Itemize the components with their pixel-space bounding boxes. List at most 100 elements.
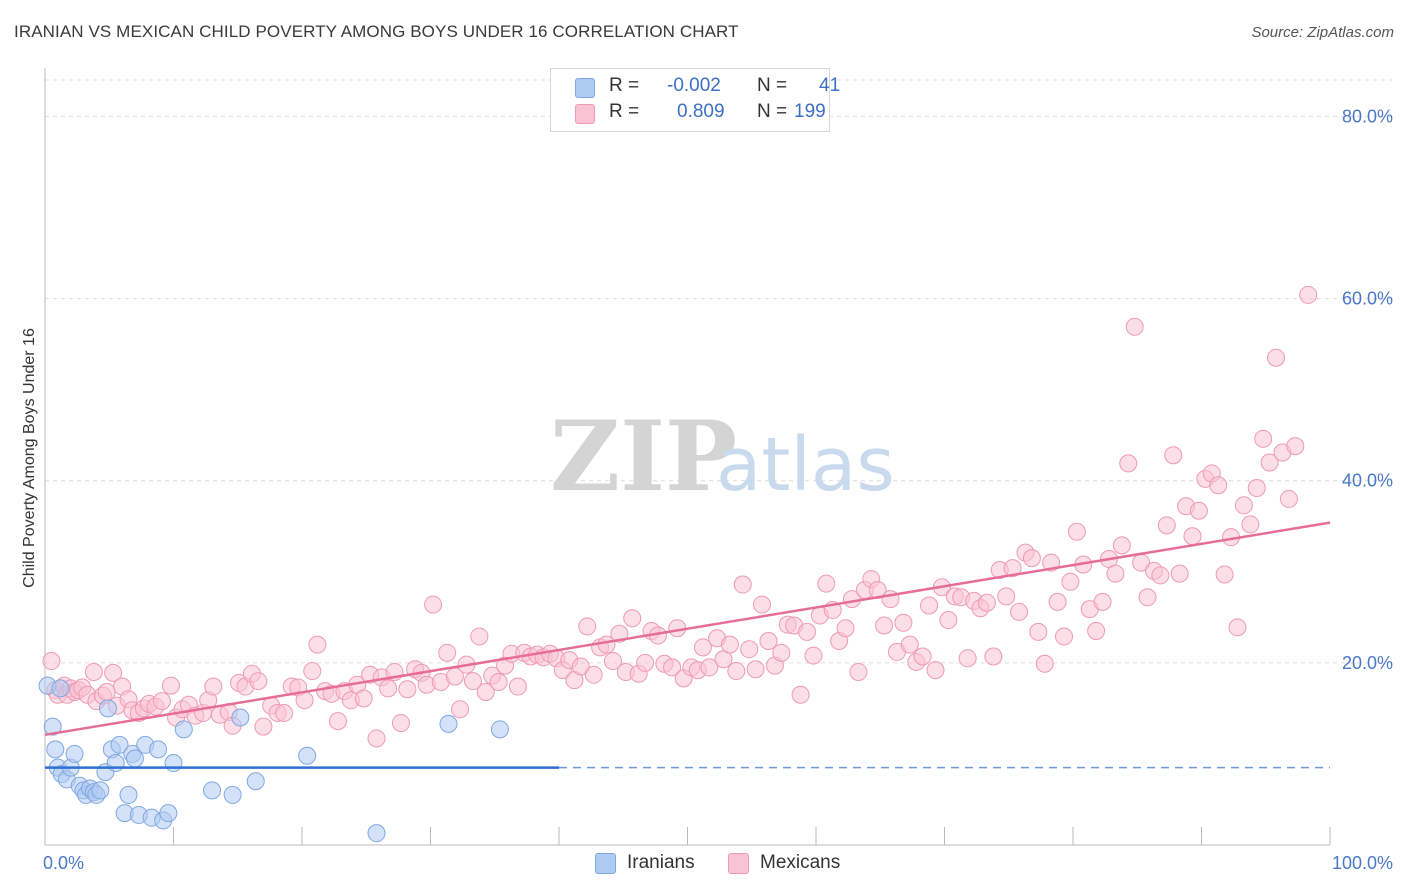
data-point-mexicans bbox=[1106, 564, 1125, 583]
legend-swatch-iranians bbox=[575, 78, 595, 98]
data-point-mexicans bbox=[1138, 588, 1157, 607]
data-point-mexicans bbox=[1286, 437, 1305, 456]
data-point-mexicans bbox=[746, 660, 765, 679]
data-point-mexicans bbox=[939, 611, 958, 630]
legend-swatch-iranians bbox=[595, 853, 616, 874]
data-point-iranians bbox=[223, 785, 242, 804]
data-point-iranians bbox=[367, 824, 386, 843]
data-point-mexicans bbox=[398, 680, 417, 699]
data-point-mexicans bbox=[1093, 592, 1112, 611]
data-point-mexicans bbox=[913, 647, 932, 666]
data-point-mexicans bbox=[152, 692, 171, 711]
data-point-mexicans bbox=[1048, 592, 1067, 611]
data-point-iranians bbox=[203, 781, 222, 800]
legend-r-value: -0.002 bbox=[667, 75, 721, 96]
legend-n-value: 199 bbox=[794, 101, 826, 122]
data-point-mexicans bbox=[1299, 285, 1318, 304]
data-point-mexicans bbox=[663, 658, 682, 677]
data-point-iranians bbox=[246, 772, 265, 791]
data-point-mexicans bbox=[1260, 453, 1279, 472]
data-point-mexicans bbox=[470, 627, 489, 646]
data-point-iranians bbox=[98, 699, 117, 718]
data-point-mexicans bbox=[958, 649, 977, 668]
data-point-mexicans bbox=[1061, 572, 1080, 591]
legend-label-mexicans: Mexicans bbox=[760, 852, 841, 873]
data-point-iranians bbox=[164, 754, 183, 773]
data-point-mexicans bbox=[1267, 348, 1286, 367]
data-point-mexicans bbox=[379, 679, 398, 698]
data-point-mexicans bbox=[161, 676, 180, 695]
data-point-mexicans bbox=[508, 677, 527, 696]
data-point-iranians bbox=[231, 708, 250, 727]
correlation-legend: R = -0.002 N = 41 R = 0.809 N = 199 bbox=[550, 68, 840, 132]
data-point-mexicans bbox=[849, 662, 868, 681]
legend-swatch-mexicans bbox=[575, 104, 595, 124]
data-point-mexicans bbox=[1228, 618, 1247, 637]
data-point-mexicans bbox=[1247, 479, 1266, 497]
data-point-mexicans bbox=[926, 661, 945, 680]
data-point-mexicans bbox=[391, 713, 410, 732]
data-point-mexicans bbox=[636, 653, 655, 672]
data-point-iranians bbox=[106, 754, 125, 773]
data-point-mexicans bbox=[1125, 317, 1144, 336]
data-point-iranians bbox=[110, 735, 129, 754]
data-point-mexicans bbox=[804, 646, 823, 665]
tick-labels: 20.0% 40.0% 60.0% 80.0% 0.0% 100.0% bbox=[43, 106, 1393, 873]
data-point-mexicans bbox=[1183, 527, 1202, 546]
data-point-mexicans bbox=[1119, 454, 1138, 473]
y-axis-title: Child Poverty Among Boys Under 16 bbox=[21, 328, 38, 588]
data-point-mexicans bbox=[920, 596, 939, 615]
chart-title: IRANIAN VS MEXICAN CHILD POVERTY AMONG B… bbox=[14, 22, 739, 41]
data-point-mexicans bbox=[1055, 627, 1074, 646]
data-point-mexicans bbox=[1157, 516, 1176, 535]
data-point-mexicans bbox=[997, 587, 1016, 606]
data-point-mexicans bbox=[727, 662, 746, 681]
data-point-mexicans bbox=[610, 624, 629, 643]
data-point-mexicans bbox=[1279, 489, 1298, 508]
y-tick-label: 40.0% bbox=[1342, 471, 1393, 491]
data-point-mexicans bbox=[759, 632, 778, 650]
data-point-mexicans bbox=[894, 613, 913, 632]
data-point-mexicans bbox=[254, 717, 273, 736]
data-point-iranians bbox=[490, 720, 509, 739]
data-point-mexicans bbox=[984, 647, 1003, 666]
legend-r-label: R = bbox=[609, 101, 640, 122]
legend-r-label: R = bbox=[609, 75, 640, 96]
legend-label-iranians: Iranians bbox=[627, 852, 695, 873]
data-point-mexicans bbox=[584, 665, 603, 684]
watermark: ZIP atlas bbox=[550, 400, 895, 513]
legend-n-value: 41 bbox=[819, 75, 841, 96]
axes bbox=[44, 68, 1331, 846]
watermark-zip: ZIP bbox=[550, 400, 737, 513]
data-point-mexicans bbox=[303, 662, 322, 681]
data-point-iranians bbox=[298, 746, 317, 765]
data-point-mexicans bbox=[875, 616, 894, 635]
data-point-iranians bbox=[91, 781, 110, 800]
trend-line-mexicans bbox=[44, 521, 1331, 737]
data-point-mexicans bbox=[817, 574, 836, 593]
data-point-mexicans bbox=[275, 703, 294, 722]
data-point-mexicans bbox=[84, 662, 103, 681]
data-point-mexicans bbox=[354, 689, 373, 708]
data-point-mexicans bbox=[772, 643, 791, 662]
x-tick-label: 100.0% bbox=[1332, 853, 1393, 873]
data-point-iranians bbox=[119, 785, 138, 804]
data-point-mexicans bbox=[476, 683, 495, 701]
data-point-mexicans bbox=[1215, 565, 1234, 584]
data-point-mexicans bbox=[1209, 476, 1228, 495]
data-point-mexicans bbox=[977, 593, 996, 612]
y-tick-label: 60.0% bbox=[1342, 289, 1393, 309]
legend-n-label: N = bbox=[757, 101, 788, 122]
data-point-mexicans bbox=[42, 652, 61, 671]
data-point-mexicans bbox=[451, 700, 470, 719]
data-point-mexicans bbox=[623, 609, 642, 628]
data-point-mexicans bbox=[1087, 621, 1106, 640]
data-point-mexicans bbox=[693, 638, 712, 657]
data-points bbox=[38, 285, 1318, 843]
data-point-mexicans bbox=[295, 691, 314, 710]
data-point-mexicans bbox=[204, 677, 223, 696]
data-point-mexicans bbox=[740, 640, 759, 659]
data-point-mexicans bbox=[1010, 602, 1029, 621]
data-point-mexicans bbox=[1241, 515, 1260, 534]
